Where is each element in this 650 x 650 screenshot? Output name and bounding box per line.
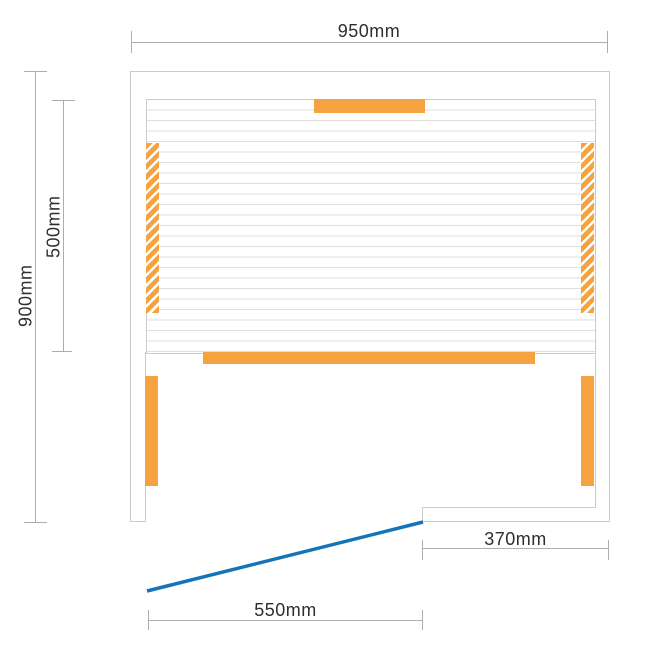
- wall-segment-inner-right: [595, 352, 596, 508]
- wall-segment-door-step-vertical: [422, 507, 423, 522]
- dimension-tick: [607, 31, 608, 53]
- dimension-line-total-width: [131, 42, 608, 43]
- heater-panel-side-left-hatched: [146, 143, 159, 313]
- heater-panel-front-right: [581, 376, 594, 486]
- wall-segment-door-step-horizontal: [422, 507, 596, 508]
- dimension-label-total-width: 950mm: [337, 21, 401, 41]
- dimension-line-total-depth: [35, 71, 36, 523]
- dimension-tick: [422, 540, 423, 560]
- wall-segment-bottom-left: [130, 521, 146, 522]
- heater-panel-back: [314, 99, 425, 113]
- bench-slats: [146, 99, 596, 354]
- dimension-tick: [24, 522, 47, 523]
- heater-panel-front-left: [145, 376, 158, 486]
- dimension-line-door-width: [148, 620, 423, 621]
- dimension-tick: [24, 71, 47, 72]
- dimension-line-door-offset: [422, 548, 609, 549]
- dimension-tick: [131, 31, 132, 53]
- room-outline: [130, 71, 610, 522]
- dimension-tick: [608, 540, 609, 560]
- dimension-label-door-width: 550mm: [254, 600, 317, 620]
- heater-panel-front-bench: [203, 352, 535, 364]
- dimension-tick: [52, 100, 75, 101]
- dimension-label-door-offset: 370mm: [484, 529, 547, 549]
- wall-segment-bottom-right: [422, 521, 609, 522]
- heater-panel-side-right-hatched: [581, 143, 594, 313]
- dimension-tick: [422, 610, 423, 630]
- dimension-tick: [52, 351, 72, 352]
- dimension-line-bench-depth: [63, 100, 64, 352]
- dimension-tick: [148, 610, 149, 630]
